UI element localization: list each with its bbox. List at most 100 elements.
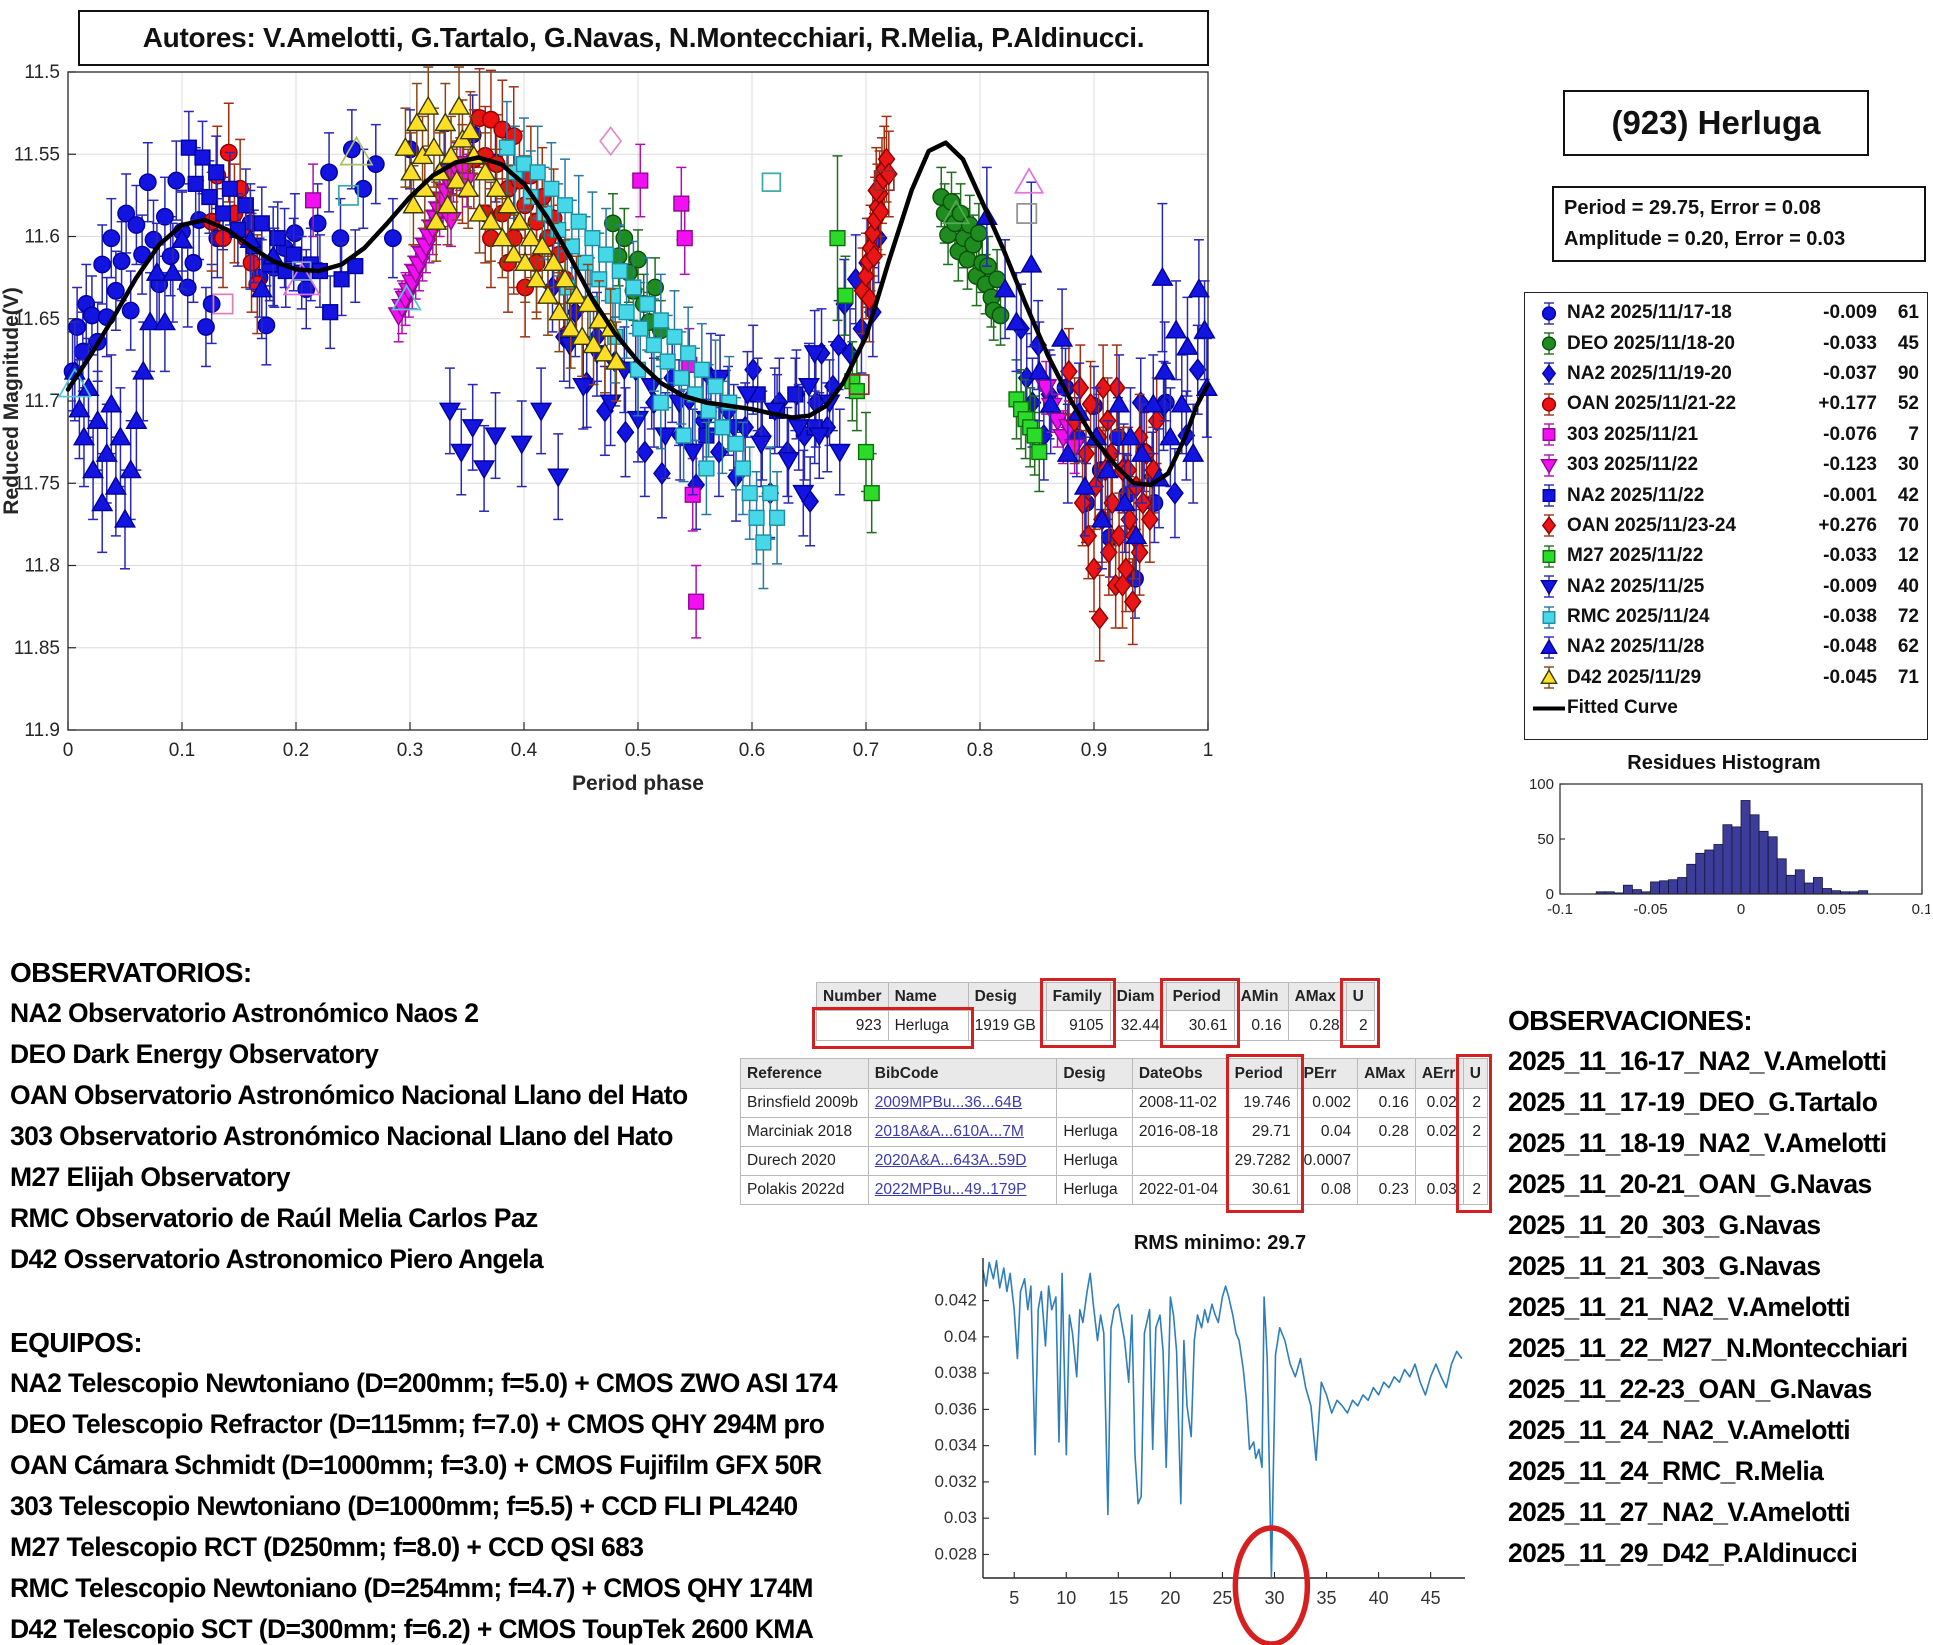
table-cell: 30.61 — [1227, 1175, 1298, 1205]
table-row: Durech 2020 2020A&A...643A..59D Herluga 29.… — [740, 1146, 1489, 1176]
legend-offset: -0.009 — [1823, 302, 1877, 324]
table-header-row: Reference BibCode Desig DateObs Period PErr AM… — [740, 1058, 1489, 1089]
table-cell: Brinsfield 2009b — [740, 1088, 869, 1118]
legend-row: 303 2025/11/21 -0.076 7 — [1531, 420, 1919, 450]
table-cell: 19.746 — [1227, 1088, 1298, 1118]
legend-label: OAN 2025/11/21-22 — [1567, 393, 1737, 415]
svg-text:20: 20 — [1160, 1588, 1180, 1608]
list-item: 2025_11_22_M27_N.Montecchiari — [1508, 1333, 1908, 1363]
list-item: M27 Elijah Observatory — [10, 1162, 291, 1192]
legend-offset: -0.038 — [1823, 606, 1877, 628]
legend-label: NA2 2025/11/17-18 — [1567, 302, 1732, 324]
legend-row: OAN 2025/11/21-22 +0.177 52 — [1531, 389, 1919, 419]
column-header: AErr — [1414, 1058, 1464, 1089]
list-item: 2025_11_18-19_NA2_V.Amelotti — [1508, 1128, 1887, 1158]
svg-text:25: 25 — [1212, 1588, 1232, 1608]
column-header: Family — [1045, 982, 1111, 1011]
svg-text:-0.05: -0.05 — [1633, 901, 1667, 918]
svg-text:35: 35 — [1317, 1588, 1337, 1608]
table-cell[interactable]: 2022MPBu...49..179P — [867, 1175, 1058, 1205]
svg-text:11.5: 11.5 — [24, 62, 60, 83]
table-row: Marciniak 2018 2018A&A...610A...7M Herluga… — [740, 1117, 1489, 1147]
list-item: 2025_11_20_303_G.Navas — [1508, 1210, 1821, 1240]
svg-text:0: 0 — [1546, 886, 1554, 903]
rms-minimum-highlight — [1232, 1525, 1311, 1645]
list-item: 2025_11_21_NA2_V.Amelotti — [1508, 1292, 1851, 1322]
legend-marker-icon — [1541, 393, 1557, 416]
bibcode-link[interactable]: 2020A&A...643A..59D — [874, 1152, 1027, 1169]
series-303-2025-11-21 — [305, 143, 705, 639]
svg-text:0: 0 — [1737, 901, 1745, 918]
legend-offset: -0.033 — [1823, 545, 1877, 567]
list-item: OAN Observatorio Astronómico Nacional Ll… — [10, 1080, 688, 1110]
legend-count: 61 — [1897, 302, 1919, 324]
svg-text:0.036: 0.036 — [935, 1399, 977, 1418]
svg-text:0.9: 0.9 — [1081, 740, 1107, 761]
object-title-box: (923) Herluga — [1563, 90, 1869, 156]
rms-title: RMS minimo: 29.7 — [1133, 1232, 1307, 1254]
table-cell: 29.7282 — [1227, 1146, 1298, 1176]
table-cell: Herluga — [1056, 1117, 1133, 1147]
series-DEO-2025-11-18-20 — [604, 166, 1010, 361]
table-cell: 0.23 — [1357, 1175, 1416, 1205]
svg-text:5: 5 — [1009, 1588, 1019, 1608]
table-cell: 29.71 — [1227, 1117, 1298, 1147]
table-cell: 2 — [1462, 1088, 1489, 1118]
legend-count: 45 — [1897, 332, 1919, 354]
equipos-title: EQUIPOS: — [10, 1327, 143, 1358]
column-header: AMin — [1233, 982, 1289, 1011]
bibcode-link[interactable]: 2009MPBu...36...64B — [874, 1094, 1023, 1111]
legend-label: 303 2025/11/22 — [1567, 454, 1699, 476]
observaciones-title: OBSERVACIONES: — [1508, 1005, 1753, 1036]
table-cell: 0.002 — [1296, 1088, 1359, 1118]
legend-label: Fitted Curve — [1567, 697, 1678, 719]
amplitude-line: Amplitude = 0.20, Error = 0.03 — [1564, 228, 1846, 250]
svg-text:0.05: 0.05 — [1817, 901, 1846, 918]
list-item: 303 Telescopio Newtoniano (D=1000mm; f=5… — [10, 1491, 798, 1521]
svg-text:0.6: 0.6 — [739, 740, 765, 761]
equipos-block: EQUIPOS: NA2 Telescopio Newtoniano (D=20… — [10, 1322, 838, 1645]
table-cell — [1414, 1146, 1464, 1176]
list-item: M27 Telescopio RCT (D250mm; f=8.0) + CCD… — [10, 1532, 644, 1562]
legend-offset: -0.033 — [1823, 332, 1877, 354]
legend-count: 7 — [1908, 423, 1919, 445]
svg-text:11.85: 11.85 — [14, 638, 60, 659]
table-cell: 0.04 — [1296, 1117, 1359, 1147]
column-header: PErr — [1296, 1058, 1359, 1089]
series-OAN-2025-11-23-24 — [853, 115, 1166, 662]
table-cell: Herluga — [1056, 1175, 1133, 1205]
legend-row: NA2 2025/11/17-18 -0.009 61 — [1531, 298, 1919, 328]
bibcode-link[interactable]: 2022MPBu...49..179P — [874, 1181, 1027, 1198]
list-item: OAN Cámara Schmidt (D=1000mm; f=3.0) + C… — [10, 1450, 822, 1480]
list-item: 2025_11_16-17_NA2_V.Amelotti — [1508, 1046, 1887, 1076]
table-row: 923 Herluga 1919 GB 9105 32.44 30.61 0.16 0.28 2 — [816, 1010, 1375, 1041]
table-cell[interactable]: 2020A&A...643A..59D — [867, 1146, 1058, 1176]
svg-text:0.4: 0.4 — [511, 740, 538, 761]
legend-label: NA2 2025/11/22 — [1567, 484, 1705, 506]
observatorios-block: OBSERVATORIOS: NA2 Observatorio Astronóm… — [10, 952, 688, 1280]
legend-row: OAN 2025/11/23-24 +0.276 70 — [1531, 511, 1919, 541]
bibcode-link[interactable]: 2018A&A...610A...7M — [874, 1123, 1024, 1140]
list-item: D42 Osservatorio Astronomico Piero Angel… — [10, 1244, 544, 1274]
column-header: U — [1345, 982, 1375, 1011]
series-NA2-2025-11-25 — [438, 301, 851, 537]
table-cell: 0.03 — [1414, 1175, 1464, 1205]
table-cell: 0.08 — [1296, 1175, 1359, 1205]
legend-offset: -0.037 — [1823, 362, 1877, 384]
legend-row: NA2 2025/11/28 -0.048 62 — [1531, 632, 1919, 662]
table-cell[interactable]: 2018A&A...610A...7M — [867, 1117, 1058, 1147]
legend-offset: +0.276 — [1818, 514, 1877, 536]
svg-text:0.028: 0.028 — [935, 1544, 977, 1563]
column-header: Number — [816, 982, 889, 1011]
legend-row: NA2 2025/11/22 -0.001 42 — [1531, 480, 1919, 510]
fitted-curve — [65, 140, 1211, 488]
list-item: DEO Telescopio Refractor (D=115mm; f=7.0… — [10, 1409, 825, 1439]
svg-text:0.2: 0.2 — [283, 740, 309, 761]
table-cell[interactable]: 2009MPBu...36...64B — [867, 1088, 1058, 1118]
fitted-curve-icon — [1533, 706, 1565, 711]
residues-histogram: 0 50 100 -0.1 -0.05 0 0.05 0.1 — [1529, 776, 1930, 918]
list-item: RMC Observatorio de Raúl Melia Carlos Pa… — [10, 1203, 538, 1233]
legend-count: 42 — [1897, 484, 1919, 506]
legend-count: 52 — [1897, 393, 1919, 415]
legend-offset: +0.177 — [1818, 393, 1877, 415]
